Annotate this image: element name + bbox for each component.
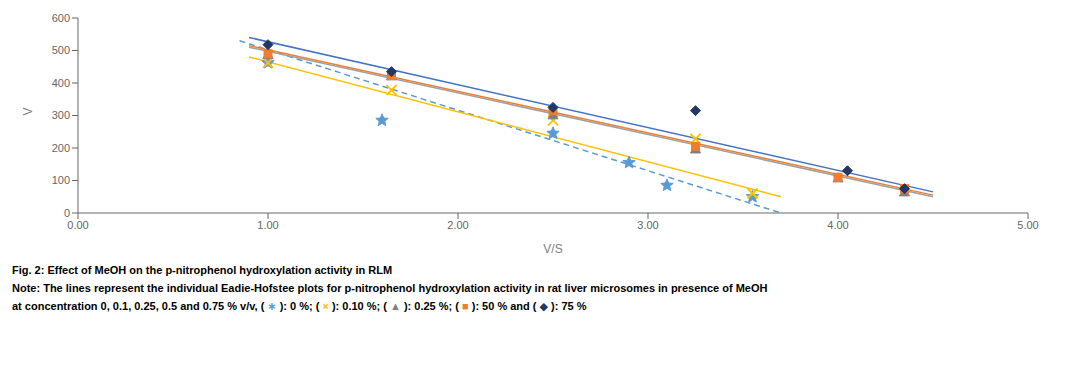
svg-text:5.00: 5.00 bbox=[1017, 219, 1038, 231]
svg-text:0: 0 bbox=[64, 207, 70, 219]
svg-text:4.00: 4.00 bbox=[827, 219, 848, 231]
svg-text:V: V bbox=[21, 107, 35, 115]
svg-text:3.00: 3.00 bbox=[637, 219, 658, 231]
svg-text:400: 400 bbox=[52, 77, 70, 89]
svg-text:V/S: V/S bbox=[543, 242, 562, 256]
svg-text:0.00: 0.00 bbox=[67, 219, 88, 231]
html-text:Fig. 2: Effect of MeOH on the: Fig. 2: Effect of MeOH on the p-nitrophe… bbox=[12, 264, 393, 276]
svg-text:2.00: 2.00 bbox=[447, 219, 468, 231]
svg-text:300: 300 bbox=[52, 109, 70, 121]
svg-text:100: 100 bbox=[52, 174, 70, 186]
svg-text:200: 200 bbox=[52, 142, 70, 154]
html-text:at concentration 0, 0.1, 0.25,: at concentration 0, 0.1, 0.25, 0.5 and 0… bbox=[12, 300, 587, 312]
svg-text:600: 600 bbox=[52, 12, 70, 24]
html-text:Note: The lines represent the: Note: The lines represent the individual… bbox=[12, 282, 768, 294]
svg-text:1.00: 1.00 bbox=[257, 219, 278, 231]
svg-text:500: 500 bbox=[52, 44, 70, 56]
